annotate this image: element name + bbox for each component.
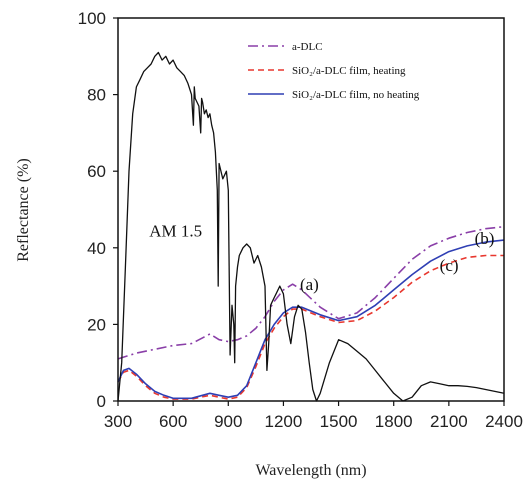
- x-tick-label: 600: [159, 412, 187, 431]
- legend-label-sio2-a-dlc-film-no-heating: SiO₂/a-DLC film, no heating: [292, 89, 420, 101]
- legend-label-a-dlc: a-DLC: [292, 41, 323, 53]
- x-tick-label: 1800: [375, 412, 413, 431]
- y-tick-label: 60: [87, 162, 106, 181]
- annotation-am-1-5: AM 1.5: [149, 221, 202, 240]
- x-tick-label: 300: [104, 412, 132, 431]
- x-tick-label: 900: [214, 412, 242, 431]
- annotation-a: (a): [300, 275, 319, 294]
- legend-label-sio2-a-dlc-film-heating: SiO₂/a-DLC film, heating: [292, 65, 406, 77]
- plot-area: [117, 51, 505, 402]
- x-tick-label: 2100: [430, 412, 468, 431]
- y-tick-label: 0: [97, 392, 106, 411]
- axis-ticks: 300 600 900 1200 1500 1800 2100 2400 0 20 40 60 80 10…: [78, 9, 523, 431]
- series-line-am-1-5: [117, 51, 505, 402]
- y-tick-label: 20: [87, 315, 106, 334]
- series-line-a-dlc: [117, 225, 505, 360]
- series-line-sio2-a-dlc-film-heating: [117, 254, 504, 400]
- annotation-c: (c): [440, 256, 459, 275]
- annotation-b: (b): [475, 229, 495, 248]
- y-tick-label: 40: [87, 239, 106, 258]
- legend: a-DLC SiO₂/a-DLC film, heating SiO₂/a-DLC …: [248, 41, 420, 101]
- x-tick-label: 2400: [485, 412, 523, 431]
- annotations: AM 1.5 (a) (b) (c): [149, 221, 494, 294]
- series-line-sio2-a-dlc-film-no-heating: [117, 239, 505, 400]
- y-tick-label: 80: [87, 86, 106, 105]
- y-axis-title: Reflectance (%): [15, 158, 32, 261]
- y-tick-label: 100: [78, 9, 106, 28]
- plot-frame: [117, 17, 505, 402]
- x-tick-label: 1200: [265, 412, 303, 431]
- x-axis-title: Wavelength (nm): [255, 462, 366, 479]
- x-tick-label: 1500: [320, 412, 358, 431]
